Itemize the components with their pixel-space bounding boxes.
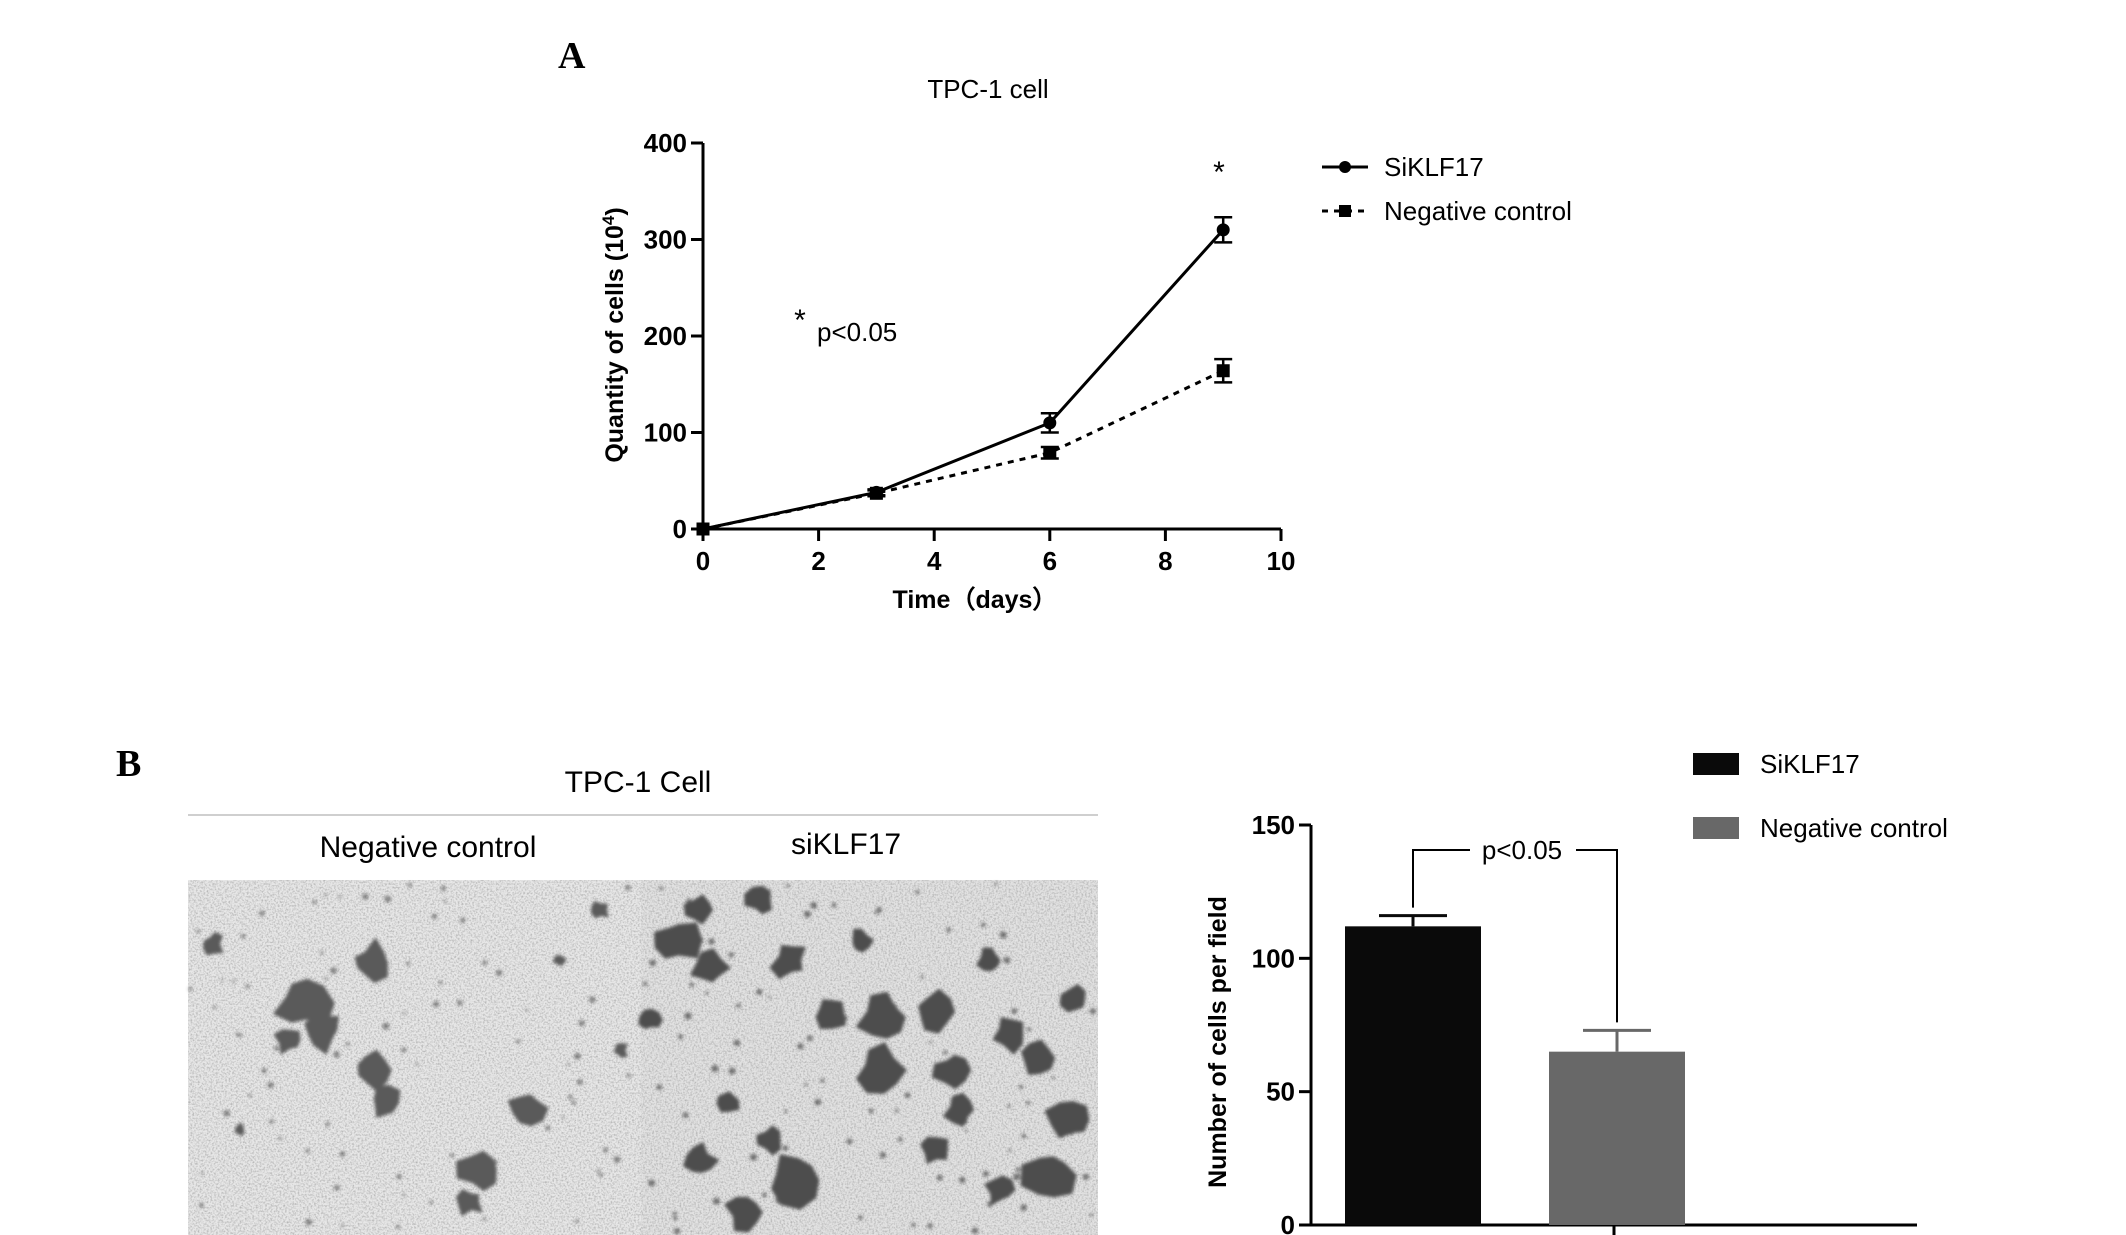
cell-clusters-negative-control	[188, 882, 631, 1229]
series-siklf17	[696, 216, 1233, 536]
bar-legend-label: Negative control	[1760, 813, 1948, 843]
line-chart-x-ticks: 0 2 4 6 8 10	[696, 529, 1296, 576]
x-tick-label: 10	[1267, 546, 1296, 576]
y-axis-label-superscript: 4	[599, 215, 618, 225]
micrograph-title: TPC-1 Cell	[565, 766, 712, 799]
bar-legend-swatch	[1693, 817, 1739, 839]
line-chart-series	[696, 216, 1233, 536]
data-point	[1216, 364, 1230, 378]
pvalue-legend-text: p<0.05	[817, 317, 897, 347]
legend-marker	[1339, 205, 1351, 217]
bar-chart-bars	[1345, 914, 1685, 1225]
bar-chart: 0 50 100 150 Number of cells per field p<0.…	[1204, 749, 1948, 1235]
y-tick-label: 200	[644, 321, 687, 351]
micrograph-negative-control-image	[188, 880, 641, 1235]
data-point	[869, 486, 883, 500]
line-chart-y-ticks: 0 100 200 300 400	[644, 128, 703, 544]
micrograph-label-siklf17: siKLF17	[791, 828, 901, 861]
line-chart: TPC-1 cell 0 2 4 6 8 10 0 100 200 300 400 Time（da…	[599, 74, 1572, 614]
y-tick-label: 300	[644, 225, 687, 255]
line-chart-axes	[701, 143, 1281, 531]
x-tick-label: 8	[1158, 546, 1172, 576]
bar-negative-control	[1549, 1051, 1685, 1225]
y-axis-label-close: )	[601, 207, 629, 215]
x-tick-label: 4	[927, 546, 942, 576]
bar-legend-swatch	[1693, 753, 1739, 775]
series-negative-control	[696, 357, 1233, 536]
bar-chart-y-axis-label: Number of cells per field	[1204, 896, 1232, 1188]
x-tick-label: 6	[1043, 546, 1057, 576]
bar-y-tick-label: 50	[1266, 1077, 1295, 1107]
panel-letter-b: B	[116, 743, 141, 785]
bracket-right	[1576, 849, 1618, 1023]
data-point	[1216, 223, 1230, 237]
x-tick-label: 2	[811, 546, 825, 576]
panel-letter-a: A	[558, 35, 586, 77]
x-tick-label: 0	[696, 546, 710, 576]
bar-y-tick-label: 0	[1281, 1210, 1295, 1235]
line-chart-title: TPC-1 cell	[927, 74, 1048, 104]
bracket-left	[1412, 849, 1470, 908]
micrograph-panel: TPC-1 Cell Negative control siKLF17	[188, 766, 1098, 1235]
y-axis-label-main: Quantity of cells (10	[601, 225, 629, 463]
series-line	[702, 369, 1224, 531]
legend-label: SiKLF17	[1384, 152, 1484, 182]
y-tick-label: 0	[673, 514, 687, 544]
data-point	[696, 522, 710, 536]
micrograph-siklf17-image	[638, 880, 1098, 1235]
y-tick-label: 400	[644, 128, 687, 158]
bar-siklf17	[1345, 926, 1481, 1225]
line-chart-y-axis-label: Quantity of cells (104)	[599, 207, 630, 462]
bar-chart-y-ticks: 0 50 100 150	[1252, 810, 1311, 1235]
data-point	[1043, 446, 1057, 460]
bar-chart-pvalue-label: p<0.05	[1482, 835, 1562, 865]
series-line	[702, 228, 1225, 531]
significance-bracket	[1412, 849, 1618, 1023]
line-chart-legend: SiKLF17 Negative control	[1322, 152, 1572, 226]
bar-legend-label: SiKLF17	[1760, 749, 1860, 779]
bar-y-tick-label: 150	[1252, 810, 1295, 840]
legend-marker	[1339, 161, 1351, 173]
legend-label: Negative control	[1384, 196, 1572, 226]
line-chart-x-axis-label: Time（days）	[893, 585, 1058, 614]
cell-clusters-siklf17	[638, 882, 1096, 1235]
y-tick-label: 100	[644, 418, 687, 448]
bar-y-tick-label: 100	[1252, 943, 1295, 973]
significance-star-day9: *	[1213, 156, 1225, 189]
data-point	[1043, 416, 1057, 430]
micrograph-label-negative-control: Negative control	[320, 831, 537, 864]
pvalue-legend-star: *	[794, 304, 806, 337]
bar-chart-legend: SiKLF17 Negative control	[1693, 749, 1948, 843]
